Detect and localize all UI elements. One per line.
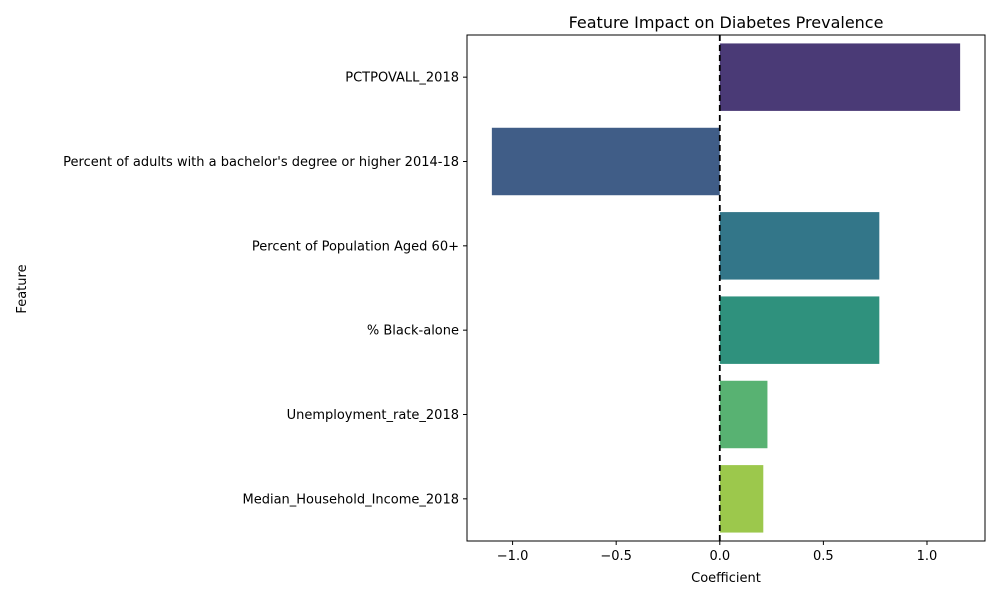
bars-group — [491, 43, 961, 533]
plot-frame — [466, 34, 986, 542]
y-tick-label: Median_Household_Income_2018 — [243, 492, 460, 507]
y-tick-label: Percent of adults with a bachelor's degr… — [63, 155, 459, 170]
x-axis: −1.0 −0.5 0.0 0.5 1.0 — [497, 541, 938, 564]
x-tick-label: 0.0 — [709, 549, 730, 564]
y-tick-label: % Black-alone — [367, 324, 459, 339]
y-tick-label: Percent of Population Aged 60+ — [252, 239, 459, 254]
y-tick-label: Unemployment_rate_2018 — [287, 408, 459, 423]
x-tick-label: −0.5 — [600, 549, 632, 564]
x-tick-label: 0.5 — [813, 549, 834, 564]
bar — [719, 465, 764, 533]
x-axis-label: Coefficient — [691, 571, 761, 586]
chart-title: Feature Impact on Diabetes Prevalence — [569, 13, 884, 32]
bar — [491, 127, 720, 196]
bar — [719, 212, 880, 280]
y-tick-label: PCTPOVALL_2018 — [345, 71, 459, 86]
y-axis-label: Feature — [15, 264, 30, 313]
x-tick-label: −1.0 — [497, 549, 529, 564]
bar — [719, 43, 961, 111]
bar — [719, 380, 768, 449]
y-axis: PCTPOVALL_2018 Percent of adults with a b… — [63, 71, 467, 507]
bar — [719, 296, 880, 364]
x-tick-label: 1.0 — [917, 549, 938, 564]
